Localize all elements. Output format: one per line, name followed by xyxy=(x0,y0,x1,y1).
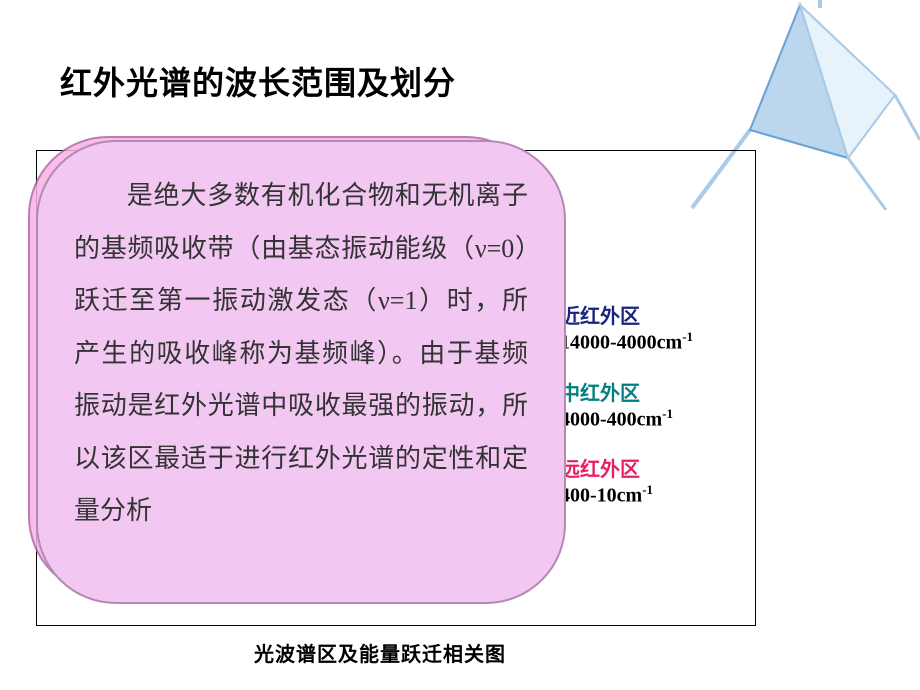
diagram-caption: 光波谱区及能量跃迁相关图 xyxy=(254,638,506,667)
mid-ir-range: 4000-400cm-1 xyxy=(560,406,900,432)
callout-text: 是绝大多数有机化合物和无机离子的基频吸收带（由基态振动能级（ν=0）跃迁至第一振… xyxy=(74,170,528,538)
near-ir-name: 近红外区 xyxy=(560,300,900,329)
far-ir-range: 400-10cm-1 xyxy=(560,482,900,508)
mid-ir-label: 中红外区 4000-400cm-1 xyxy=(560,377,900,432)
near-ir-label: 近红外区 14000-4000cm-1 xyxy=(560,300,900,355)
page-title: 红外光谱的波长范围及划分 xyxy=(60,58,456,104)
ir-range-labels: 近红外区 14000-4000cm-1 中红外区 4000-400cm-1 远红… xyxy=(560,300,900,530)
mid-ir-name: 中红外区 xyxy=(560,377,900,406)
far-ir-name: 远红外区 xyxy=(560,453,900,482)
near-ir-range: 14000-4000cm-1 xyxy=(560,329,900,355)
callout-text-content: 是绝大多数有机化合物和无机离子的基频吸收带（由基态振动能级（ν=0）跃迁至第一振… xyxy=(74,181,528,525)
callout-bubble: 是绝大多数有机化合物和无机离子的基频吸收带（由基态振动能级（ν=0）跃迁至第一振… xyxy=(36,140,566,604)
far-ir-label: 远红外区 400-10cm-1 xyxy=(560,453,900,508)
